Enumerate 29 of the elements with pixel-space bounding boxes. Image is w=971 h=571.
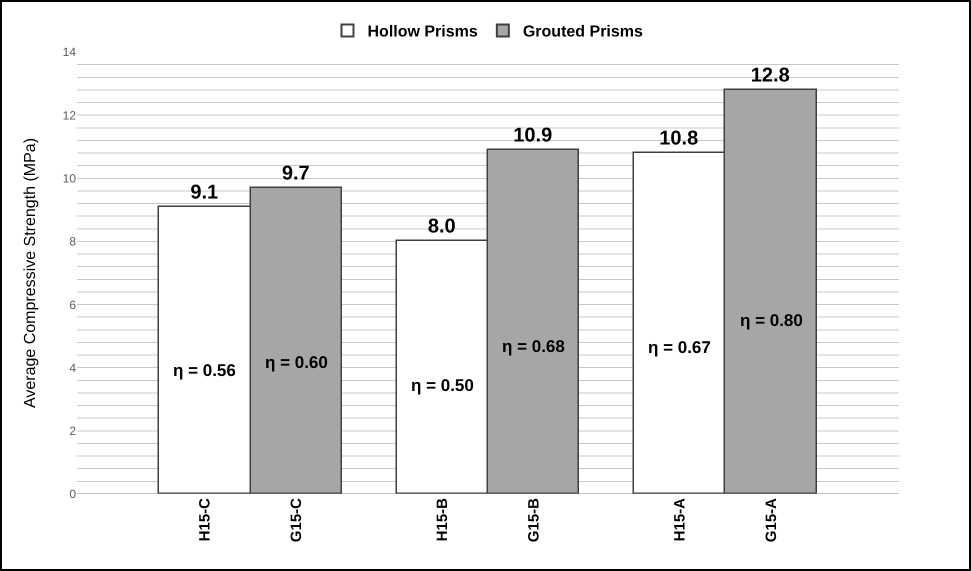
x-tick-label: G15-B	[526, 498, 543, 542]
x-tick-label: H15-A	[672, 498, 689, 542]
data-label: 8.0	[428, 215, 456, 238]
y-tick-label: 8	[69, 234, 76, 249]
data-label: 10.9	[513, 124, 552, 146]
data-label: 12.8	[750, 64, 790, 86]
annotation: η = 0.50	[411, 376, 474, 395]
y-axis-title: Average Compressive Strength (MPa)	[22, 138, 39, 408]
data-label: 9.7	[282, 162, 310, 184]
annotation: η = 0.80	[740, 311, 803, 330]
annotation: η = 0.68	[502, 337, 565, 356]
y-tick-label: 4	[69, 360, 76, 375]
x-tick-label: G15-C	[288, 498, 306, 542]
data-label: 9.1	[190, 181, 218, 204]
annotation: η = 0.67	[648, 338, 711, 357]
data-label: 10.8	[659, 127, 698, 150]
annotation: η = 0.56	[173, 361, 236, 380]
legend-label: Grouted Prisms	[522, 24, 643, 41]
x-tick-label: G15-A	[763, 498, 780, 542]
legend-label: Hollow Prisms	[368, 24, 478, 41]
y-tick-label: 10	[62, 171, 76, 186]
x-tick-label: H15-B	[434, 498, 452, 542]
y-tick-label: 6	[69, 298, 76, 312]
y-tick-label: 12	[62, 108, 76, 122]
y-tick-label: 0	[69, 487, 76, 502]
y-tick-label: 14	[62, 45, 76, 60]
y-tick-label: 2	[69, 424, 76, 438]
x-tick-label: H15-C	[196, 498, 214, 542]
annotation: η = 0.60	[265, 353, 328, 372]
